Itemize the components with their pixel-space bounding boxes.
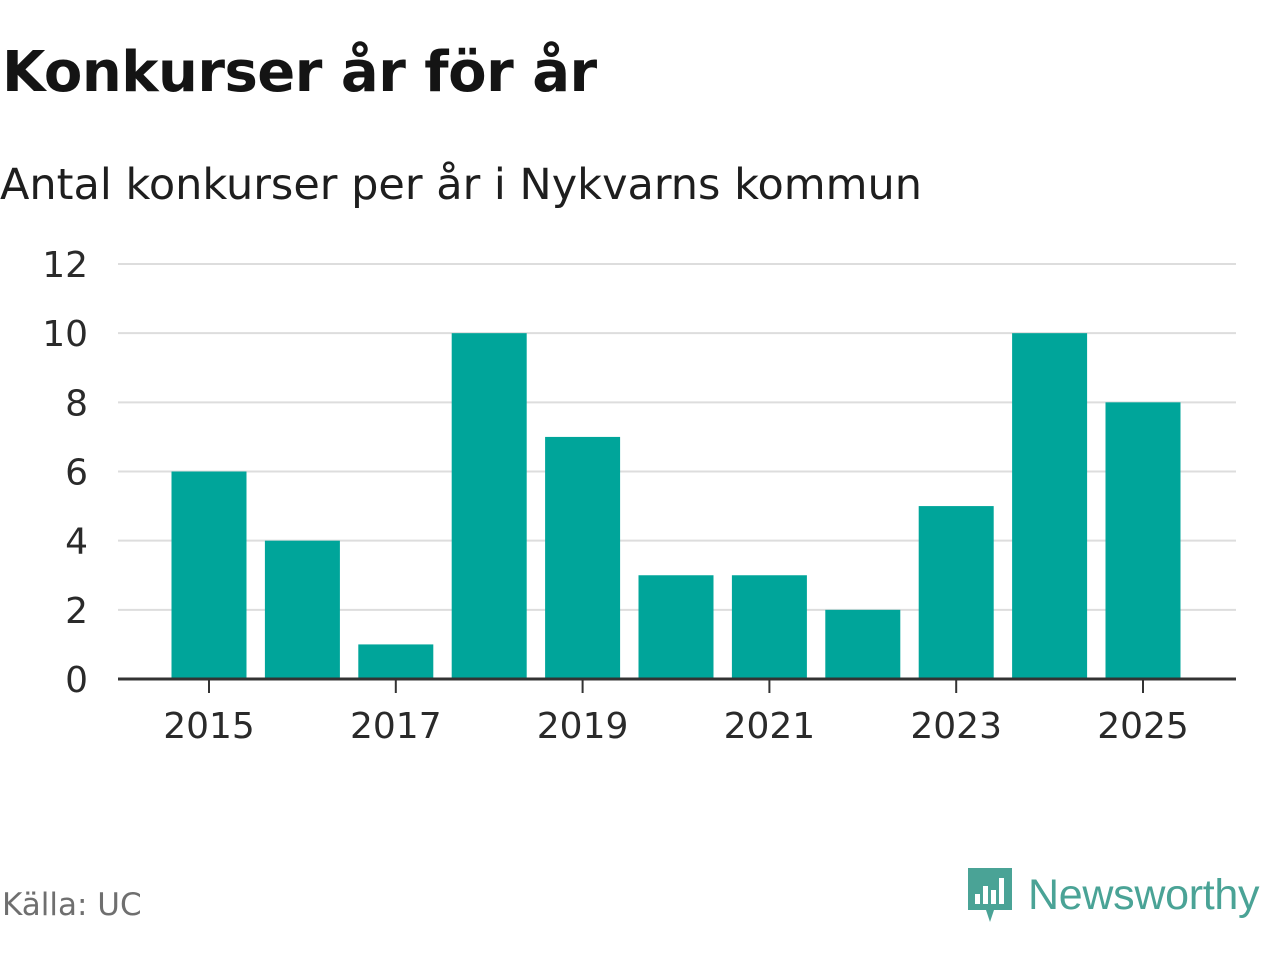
x-tick-label: 2021	[724, 706, 816, 747]
bar-2015	[171, 471, 247, 679]
x-tick-label: 2015	[163, 706, 255, 747]
bar-2016	[264, 540, 340, 679]
bar-2019	[545, 436, 621, 679]
y-tick-label: 12	[42, 245, 88, 286]
bar-2017	[358, 644, 434, 679]
bar-2018	[451, 333, 527, 679]
bar-2023	[918, 506, 994, 679]
bars	[171, 333, 1181, 679]
brand-logo[interactable]: Newsworthy	[964, 862, 1259, 928]
x-tick-label: 2019	[537, 706, 629, 747]
x-tick-label: 2025	[1097, 706, 1189, 747]
y-tick-label: 2	[65, 591, 88, 632]
chart-title: Konkurser år för år	[2, 40, 597, 105]
chart-subtitle: Antal konkurser per år i Nykvarns kommun	[0, 160, 923, 210]
y-tick-label: 10	[42, 314, 88, 355]
bar-2021	[731, 575, 807, 679]
x-tick-label: 2017	[350, 706, 442, 747]
bar-2024	[1012, 333, 1088, 679]
y-tick-label: 6	[65, 453, 88, 494]
bar-2022	[825, 609, 901, 679]
source-note: Källa: UC	[2, 887, 142, 923]
brand-name: Newsworthy	[1028, 870, 1260, 919]
bar-chart: 0 2 4 6 8 10 12 2015 2017 2019 2021 2023 2025	[42, 245, 1236, 747]
bar-2025	[1105, 402, 1181, 679]
y-tick-label: 4	[65, 522, 88, 563]
axes: 0 2 4 6 8 10 12 2015 2017 2019 2021 2023 2025	[42, 245, 1236, 747]
newsworthy-logo-icon	[968, 868, 1012, 922]
bar-2020	[638, 575, 714, 679]
x-tick-label: 2023	[910, 706, 1002, 747]
y-tick-label: 8	[65, 383, 88, 424]
y-tick-label: 0	[65, 660, 88, 701]
